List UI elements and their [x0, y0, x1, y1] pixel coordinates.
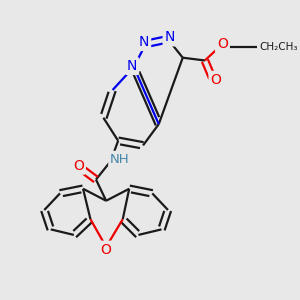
- Text: O: O: [101, 243, 112, 257]
- Text: N: N: [139, 35, 149, 49]
- Text: O: O: [211, 73, 221, 87]
- Text: CH₂CH₃: CH₂CH₃: [259, 42, 298, 52]
- Text: N: N: [127, 59, 137, 73]
- Text: O: O: [217, 37, 228, 51]
- Text: NH: NH: [110, 153, 130, 166]
- Text: N: N: [165, 30, 175, 44]
- Text: O: O: [73, 159, 84, 173]
